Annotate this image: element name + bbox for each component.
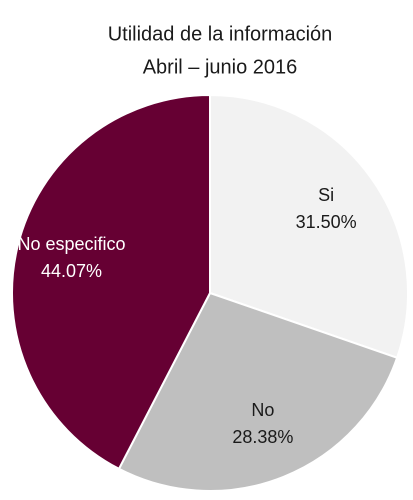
pie-slice xyxy=(11,93,211,471)
slice-label: No xyxy=(251,400,274,420)
slice-value-label: 28.38% xyxy=(232,427,293,447)
pie-slice xyxy=(209,93,409,360)
chart-title: Utilidad de la información xyxy=(108,23,333,45)
slice-value-label: 31.50% xyxy=(296,212,357,232)
slice-label: Si xyxy=(318,185,334,205)
slice-value-label: 44.07% xyxy=(41,261,102,281)
slice-label: No especifico xyxy=(17,234,125,254)
chart-subtitle: Abril – junio 2016 xyxy=(143,56,298,78)
pie-slice xyxy=(117,291,399,492)
